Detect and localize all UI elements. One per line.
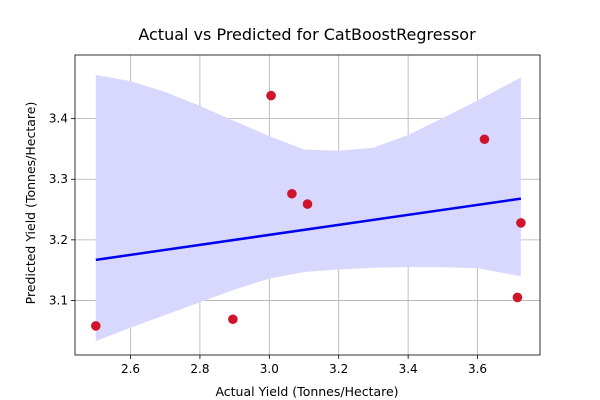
x-tick-label: 2.6 xyxy=(121,362,140,376)
y-tick-label: 3.3 xyxy=(49,172,68,186)
data-point xyxy=(91,321,101,331)
x-tick-label: 3.2 xyxy=(329,362,348,376)
y-tick-label: 3.4 xyxy=(49,112,68,126)
x-tick-label: 3.4 xyxy=(399,362,418,376)
y-axis-ticks: 3.1 3.2 3.3 3.4 xyxy=(49,112,75,307)
data-point xyxy=(228,314,238,325)
x-tick-label: 3.0 xyxy=(260,362,279,376)
x-axis-label: Actual Yield (Tonnes/Hectare) xyxy=(215,384,398,399)
data-point xyxy=(516,218,526,228)
x-tick-label: 3.6 xyxy=(468,362,487,376)
plot-frame xyxy=(74,54,541,356)
x-axis-ticks: 2.6 2.8 3.0 3.2 3.4 3.6 xyxy=(121,355,487,376)
x-tick-label: 2.8 xyxy=(190,362,209,376)
y-tick-label: 3.1 xyxy=(49,293,68,307)
data-points xyxy=(91,90,526,331)
regression-line xyxy=(95,197,522,262)
data-point xyxy=(302,199,313,209)
data-point xyxy=(479,134,490,145)
data-point xyxy=(287,188,297,199)
chart-title: Actual vs Predicted for CatBoostRegresso… xyxy=(138,25,476,44)
y-axis-label: Predicted Yield (Tonnes/Hectare) xyxy=(23,102,38,305)
data-point xyxy=(512,292,523,303)
y-tick-label: 3.2 xyxy=(49,233,68,247)
data-point xyxy=(266,90,276,101)
